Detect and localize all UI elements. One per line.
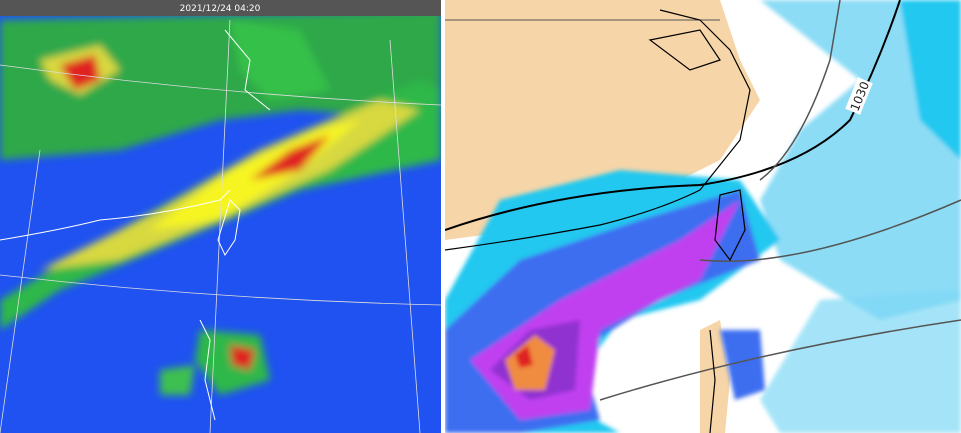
timestamp: 2021/12/24 04:20 bbox=[180, 4, 261, 14]
satellite-panel: 2021/12/24 04:20 bbox=[0, 0, 441, 433]
model-panel: 1030 bbox=[445, 0, 961, 433]
graticule bbox=[0, 19, 441, 433]
coastlines bbox=[0, 29, 271, 421]
land bbox=[445, 0, 760, 240]
coastlines bbox=[445, 9, 751, 433]
isobars bbox=[445, 0, 961, 401]
isobar-label-bg bbox=[845, 77, 873, 115]
timestamp-bar bbox=[0, 0, 441, 16]
divider bbox=[441, 0, 445, 433]
cloud-fields bbox=[0, 10, 441, 395]
precip-fields bbox=[445, 0, 961, 433]
